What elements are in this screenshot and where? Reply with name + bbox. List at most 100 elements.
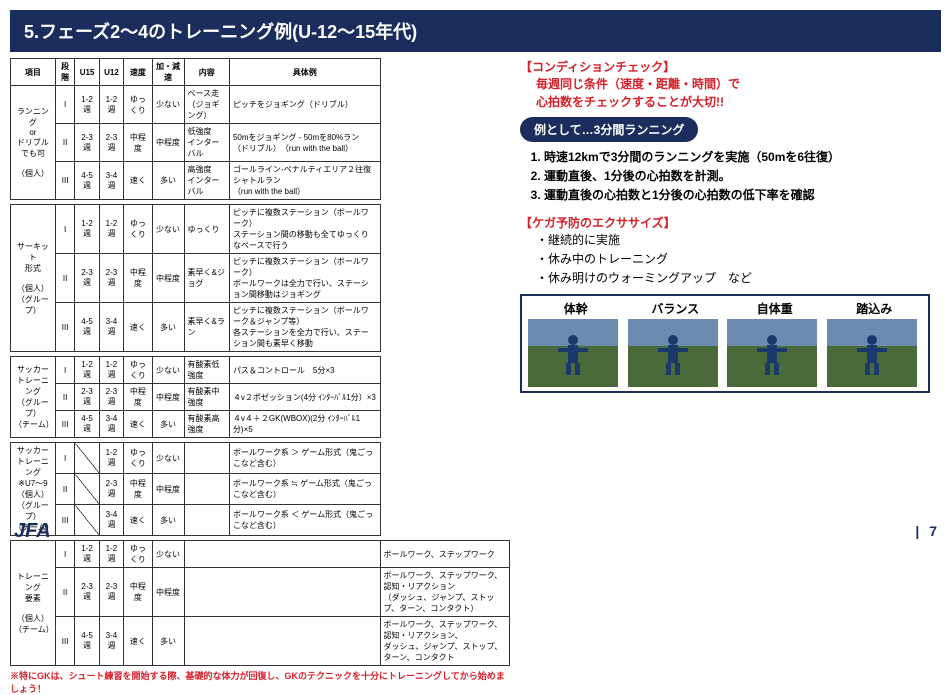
table-row: II2-3週2-3週中程度中程度素早く&ジョグピッチに複数ステーション（ボールワ… [11, 254, 510, 303]
content-area: 項目段階U15U12速度加・減速内容具体例 ランニング or ドリブル でも可 … [0, 58, 951, 695]
table-cell: II [55, 568, 74, 617]
table-cell: 中程度 [152, 474, 184, 505]
table-cell: 50mをジョギング - 50mを80%ラン （ドリブル） （run with t… [229, 124, 380, 162]
condition-check-title: 【コンディションチェック】 [520, 58, 930, 75]
table-cell [184, 617, 380, 666]
injury-list: ・継続的に実施・休み中のトレーニング・休み明けのウォーミングアップ など [520, 231, 930, 289]
exercise-label: 自体重 [727, 300, 822, 317]
table-cell: 中程度 [124, 384, 152, 411]
table-header: 速度 [124, 59, 152, 86]
table-cell: 速く [124, 162, 152, 200]
exercise-label: 踏込み [827, 300, 922, 317]
table-cell: 2-3週 [99, 568, 123, 617]
table-cell: 3-4週 [99, 303, 123, 352]
table-row: III4-5週3-4週速く多い素早く&ランピッチに複数ステーション（ボールワーク… [11, 303, 510, 352]
table-cell: III [55, 617, 74, 666]
table-cell: 少ない [152, 205, 184, 254]
table-cell: ゆっくり [184, 205, 229, 254]
group-name-cell: トレーニング 要素 （個人） （チーム） [11, 541, 56, 666]
table-cell: 2-3週 [99, 474, 123, 505]
exercise-label: 体幹 [528, 300, 623, 317]
table-cell: 高強度 インターバル [184, 162, 229, 200]
table-cell: 3-4週 [99, 411, 123, 438]
table-cell: 2-3週 [75, 254, 99, 303]
table-cell: ボールワーク、ステップワーク、認知・リアクション （ダッシュ、ジャンプ、ストップ… [380, 568, 509, 617]
table-cell: ゴールライン-ペナルティエリア２往復シャトルラン （run with the b… [229, 162, 380, 200]
step-item: 運動直後の心拍数と1分後の心拍数の低下率を確認 [544, 186, 930, 205]
table-cell: 素早く&ラン [184, 303, 229, 352]
injury-item: ・休み明けのウォーミングアップ など [536, 269, 930, 288]
table-cell: 2-3週 [75, 124, 99, 162]
table-cell: 多い [152, 411, 184, 438]
table-cell: 中程度 [152, 124, 184, 162]
table-row: III4-5週3-4週速く多い高強度 インターバルゴールライン-ペナルティエリア… [11, 162, 510, 200]
table-cell: III [55, 162, 74, 200]
table-cell: I [55, 443, 74, 474]
table-row: サッカー トレーニング （グループ） （チーム）I1-2週1-2週ゆっくり少ない… [11, 357, 510, 384]
table-cell: I [55, 205, 74, 254]
table-cell [184, 474, 229, 505]
table-cell: 速く [124, 617, 152, 666]
table-cell: 1-2週 [99, 443, 123, 474]
table-cell: 1-2週 [99, 86, 123, 124]
page-number: 7 [915, 523, 937, 539]
table-cell [184, 443, 229, 474]
table-cell: 1-2週 [75, 86, 99, 124]
exercise-image [628, 319, 718, 387]
injury-item: ・休み中のトレーニング [536, 250, 930, 269]
table-cell: 2-3週 [99, 124, 123, 162]
condition-body-1: 毎週同じ条件（速度・距離・時間）で [520, 75, 930, 93]
table-cell: 中程度 [152, 384, 184, 411]
table-cell: 2-3週 [75, 384, 99, 411]
table-row: III4-5週3-4週速く多い有酸素高強度４v４＋２GK(WBOX)(2分 ｲﾝ… [11, 411, 510, 438]
table-cell: 有酸素中強度 [184, 384, 229, 411]
table-cell [75, 443, 99, 474]
table-cell: 3-4週 [99, 617, 123, 666]
table-cell: 多い [152, 303, 184, 352]
table-cell: 1-2週 [75, 205, 99, 254]
table-cell: II [55, 124, 74, 162]
table-cell: I [55, 86, 74, 124]
table-cell: II [55, 474, 74, 505]
table-cell: 多い [152, 617, 184, 666]
table-cell: 3-4週 [99, 162, 123, 200]
table-header: 内容 [184, 59, 229, 86]
table-cell: 4-5週 [75, 617, 99, 666]
exercise-item: 踏込み [827, 300, 922, 387]
table-cell [184, 568, 380, 617]
table-cell: 速く [124, 411, 152, 438]
exercise-item: バランス [628, 300, 723, 387]
table-cell: II [55, 384, 74, 411]
table-cell: 少ない [152, 357, 184, 384]
table-cell: ピッチに複数ステーション（ボールワーク） ボールワークは全力で行い、ステーション… [229, 254, 380, 303]
exercise-image [727, 319, 817, 387]
table-cell: ４v４＋２GK(WBOX)(2分 ｲﾝﾀｰﾊﾞﾙ1分)×5 [229, 411, 380, 438]
exercise-image [528, 319, 618, 387]
table-cell: 中程度 [124, 474, 152, 505]
table-header: 項目 [11, 59, 56, 86]
table-cell: 中程度 [152, 568, 184, 617]
group-name-cell: サッカー トレーニング （グループ） （チーム） [11, 357, 56, 438]
table-cell: 少ない [152, 86, 184, 124]
table-cell: ゆっくり [124, 357, 152, 384]
exercise-row: 体幹バランス自体重踏込み [520, 294, 930, 393]
table-cell: ピッチに複数ステーション（ボールワーク＆ジャンプ等） 各ステーションを全力で行い… [229, 303, 380, 352]
left-column: 項目段階U15U12速度加・減速内容具体例 ランニング or ドリブル でも可 … [10, 58, 510, 695]
table-cell: 2-3週 [99, 384, 123, 411]
table-cell: 中程度 [152, 254, 184, 303]
table-cell: 中程度 [124, 568, 152, 617]
exercise-label: バランス [628, 300, 723, 317]
table-cell: 低強度 インターバル [184, 124, 229, 162]
table-cell: ゆっくり [124, 205, 152, 254]
right-column: 【コンディションチェック】 毎週同じ条件（速度・距離・時間）で 心拍数をチェック… [510, 58, 930, 695]
table-row: ランニング or ドリブル でも可 （個人）I1-2週1-2週ゆっくり少ないベー… [11, 86, 510, 124]
step-item: 運動直後、1分後の心拍数を計測。 [544, 167, 930, 186]
table-cell: III [55, 303, 74, 352]
table-row: II2-3週2-3週中程度中程度低強度 インターバル50mをジョギング - 50… [11, 124, 510, 162]
table-cell: 速く [124, 303, 152, 352]
table-cell: 中程度 [124, 124, 152, 162]
table-header: U15 [75, 59, 99, 86]
table-cell: 2-3週 [75, 568, 99, 617]
table-row: II2-3週中程度中程度ボールワーク系 ≒ ゲーム形式（鬼ごっこなど含む） [11, 474, 510, 505]
table-cell: 4-5週 [75, 162, 99, 200]
